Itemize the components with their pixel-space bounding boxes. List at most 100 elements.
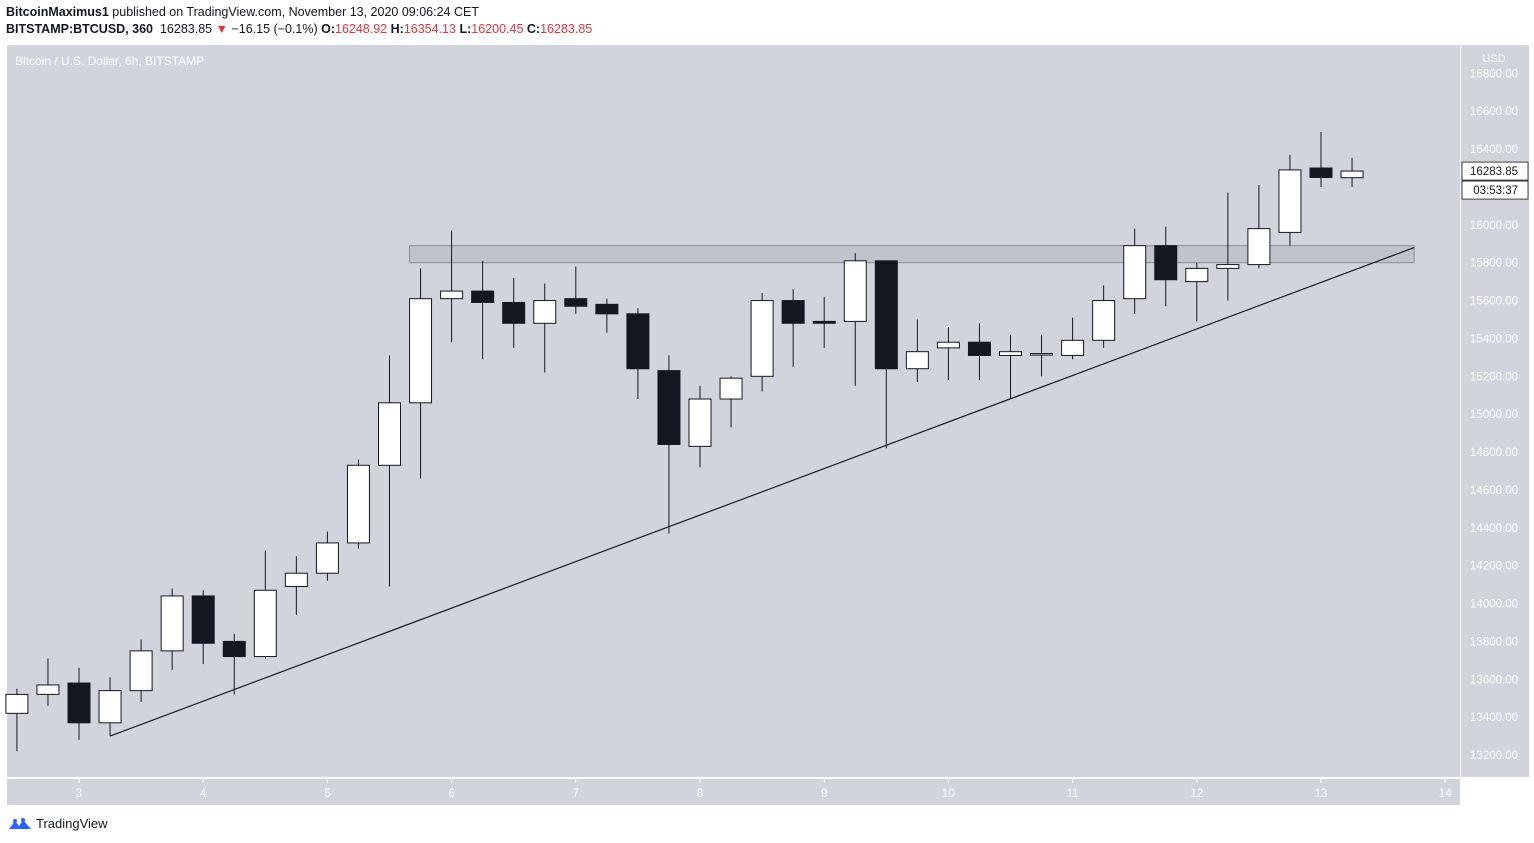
- x-tick-label: 4: [200, 788, 207, 800]
- close-label: C:: [526, 22, 541, 36]
- candle[interactable]: [688, 385, 712, 468]
- publish-info: BitcoinMaximus1 published on TradingView…: [6, 5, 479, 19]
- ascending-trendline[interactable]: [109, 246, 1415, 737]
- candle[interactable]: [812, 296, 836, 348]
- candle[interactable]: [471, 260, 495, 360]
- candle-body-down: [502, 301, 526, 324]
- y-tick-label: 15000.00: [1470, 409, 1518, 421]
- candle-body-down: [564, 298, 588, 307]
- candle[interactable]: [222, 633, 246, 695]
- candle[interactable]: [315, 531, 339, 581]
- candle[interactable]: [1092, 285, 1116, 348]
- candle[interactable]: [346, 459, 370, 549]
- y-tick-label: 13200.00: [1470, 750, 1518, 762]
- x-tick-label: 8: [697, 788, 703, 800]
- candle[interactable]: [657, 355, 681, 534]
- candle[interactable]: [5, 688, 29, 752]
- high-label: H:: [390, 22, 404, 36]
- candle[interactable]: [936, 327, 960, 381]
- candle-body-up: [1030, 353, 1054, 356]
- candle-body-up: [1092, 300, 1116, 341]
- candle-body-up: [1216, 264, 1240, 269]
- candle-body-up: [378, 402, 401, 466]
- y-tick-label: 15200.00: [1470, 371, 1518, 383]
- candle[interactable]: [533, 283, 557, 373]
- candle[interactable]: [36, 658, 60, 706]
- y-tick-label: 16800.00: [1470, 68, 1518, 80]
- candle[interactable]: [874, 260, 898, 449]
- candle[interactable]: [1030, 334, 1054, 377]
- candle-body-down: [222, 640, 246, 658]
- candle-body-up: [98, 690, 122, 724]
- candle-body-up: [750, 300, 774, 377]
- candle[interactable]: [626, 308, 650, 400]
- publish-text: published on TradingView.com, November 1…: [112, 5, 479, 19]
- candle[interactable]: [1216, 192, 1240, 301]
- candle[interactable]: [595, 298, 619, 333]
- y-tick-label: 14800.00: [1470, 447, 1518, 459]
- candle[interactable]: [1340, 157, 1364, 187]
- candle[interactable]: [999, 334, 1022, 400]
- candle-body-up: [533, 300, 557, 324]
- y-tick-label: 16400.00: [1470, 144, 1518, 156]
- candle[interactable]: [1123, 228, 1147, 314]
- y-tick-label: 14000.00: [1470, 599, 1518, 611]
- candle[interactable]: [750, 292, 774, 392]
- candle[interactable]: [129, 639, 153, 702]
- y-tick-label: 14600.00: [1470, 485, 1518, 497]
- candle-body-up: [1340, 170, 1364, 179]
- candle-body-up: [129, 650, 153, 692]
- brand-label: TradingView: [36, 816, 108, 831]
- candle[interactable]: [98, 677, 122, 737]
- y-tick-label: 16000.00: [1470, 220, 1518, 232]
- y-tick-label: 13800.00: [1470, 636, 1518, 648]
- candle[interactable]: [284, 556, 308, 615]
- candle[interactable]: [564, 266, 588, 314]
- candle[interactable]: [905, 319, 929, 382]
- candle[interactable]: [378, 355, 401, 587]
- candle[interactable]: [1185, 262, 1209, 322]
- candle[interactable]: [440, 230, 464, 343]
- candle[interactable]: [1061, 317, 1085, 360]
- candle[interactable]: [843, 253, 867, 386]
- candle[interactable]: [409, 268, 433, 479]
- y-tick-label: 13400.00: [1470, 712, 1518, 724]
- chart-title: Bitcoin / U.S. Dollar, 6h, BITSTAMP: [15, 54, 204, 68]
- candle-body-up: [905, 351, 929, 370]
- candle[interactable]: [1278, 154, 1302, 246]
- candle-body-down: [967, 341, 991, 356]
- candle[interactable]: [191, 590, 215, 665]
- candle[interactable]: [502, 277, 526, 348]
- x-tick-label: 10: [942, 788, 955, 800]
- tradingview-brand[interactable]: TradingView: [8, 816, 108, 831]
- candle-body-down: [471, 290, 495, 303]
- candle-body-up: [315, 542, 339, 574]
- candle[interactable]: [253, 550, 277, 659]
- candle[interactable]: [1154, 226, 1178, 307]
- candle[interactable]: [1247, 185, 1271, 269]
- candle-body-up: [284, 572, 308, 587]
- candle-body-down: [657, 370, 681, 445]
- candle-body-down: [781, 300, 805, 324]
- countdown-tag: [1461, 180, 1529, 200]
- current-price-tag: [1461, 161, 1529, 181]
- candle-body-up: [1061, 339, 1085, 356]
- open-label: O:: [321, 22, 335, 36]
- candle-body-up: [440, 290, 464, 300]
- author-name[interactable]: BitcoinMaximus1: [6, 5, 109, 19]
- y-tick-label: 15600.00: [1470, 296, 1518, 308]
- candle-body-up: [1185, 267, 1209, 283]
- x-tick-label: 12: [1190, 788, 1203, 800]
- time-axis-background[interactable]: [7, 779, 1460, 805]
- candle[interactable]: [781, 289, 805, 367]
- x-tick-label: 3: [76, 788, 82, 800]
- candle[interactable]: [967, 323, 991, 381]
- candle[interactable]: [160, 588, 184, 670]
- candle[interactable]: [719, 376, 743, 428]
- close-value: 16283.85: [540, 22, 593, 36]
- candle-body-up: [719, 377, 743, 400]
- y-tick-label: 15800.00: [1470, 258, 1518, 270]
- candle[interactable]: [1309, 132, 1333, 187]
- candle[interactable]: [67, 667, 91, 740]
